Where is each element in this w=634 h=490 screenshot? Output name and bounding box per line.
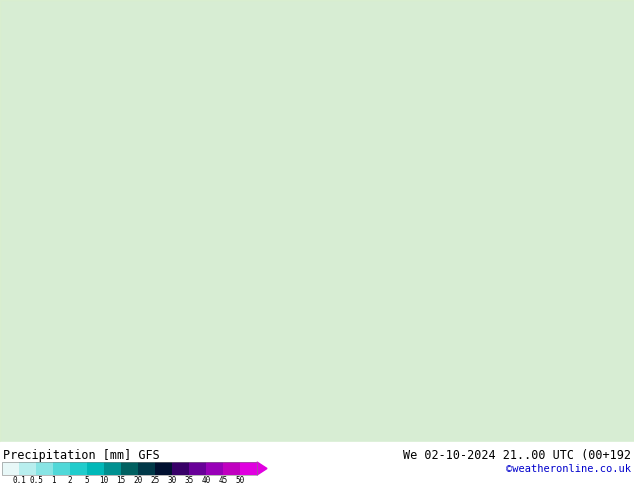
Bar — [189, 462, 206, 475]
Polygon shape — [257, 462, 267, 475]
Bar — [87, 462, 104, 475]
Bar — [36, 462, 53, 475]
Text: 0.1: 0.1 — [12, 476, 26, 485]
Bar — [2, 462, 257, 475]
Bar — [53, 462, 70, 475]
Bar — [0, 442, 634, 490]
Text: 20: 20 — [133, 476, 143, 485]
Text: 2: 2 — [68, 476, 72, 485]
Text: 5: 5 — [85, 476, 89, 485]
Bar — [240, 462, 257, 475]
Text: 45: 45 — [218, 476, 228, 485]
Text: 40: 40 — [202, 476, 210, 485]
Bar — [121, 462, 138, 475]
Text: 15: 15 — [117, 476, 126, 485]
Bar — [70, 462, 87, 475]
Text: 35: 35 — [184, 476, 193, 485]
Text: 30: 30 — [167, 476, 177, 485]
Bar — [2, 462, 19, 475]
Bar — [138, 462, 155, 475]
Bar — [172, 462, 189, 475]
Bar — [104, 462, 121, 475]
Bar — [206, 462, 223, 475]
Text: Precipitation [mm] GFS: Precipitation [mm] GFS — [3, 449, 160, 462]
Text: ©weatheronline.co.uk: ©weatheronline.co.uk — [506, 464, 631, 474]
Text: 25: 25 — [150, 476, 160, 485]
Text: 0.5: 0.5 — [29, 476, 43, 485]
Text: We 02-10-2024 21..00 UTC (00+192: We 02-10-2024 21..00 UTC (00+192 — [403, 449, 631, 462]
Bar — [19, 462, 36, 475]
Bar — [155, 462, 172, 475]
Text: 50: 50 — [235, 476, 245, 485]
Text: 10: 10 — [100, 476, 108, 485]
Bar — [223, 462, 240, 475]
Text: 1: 1 — [51, 476, 55, 485]
